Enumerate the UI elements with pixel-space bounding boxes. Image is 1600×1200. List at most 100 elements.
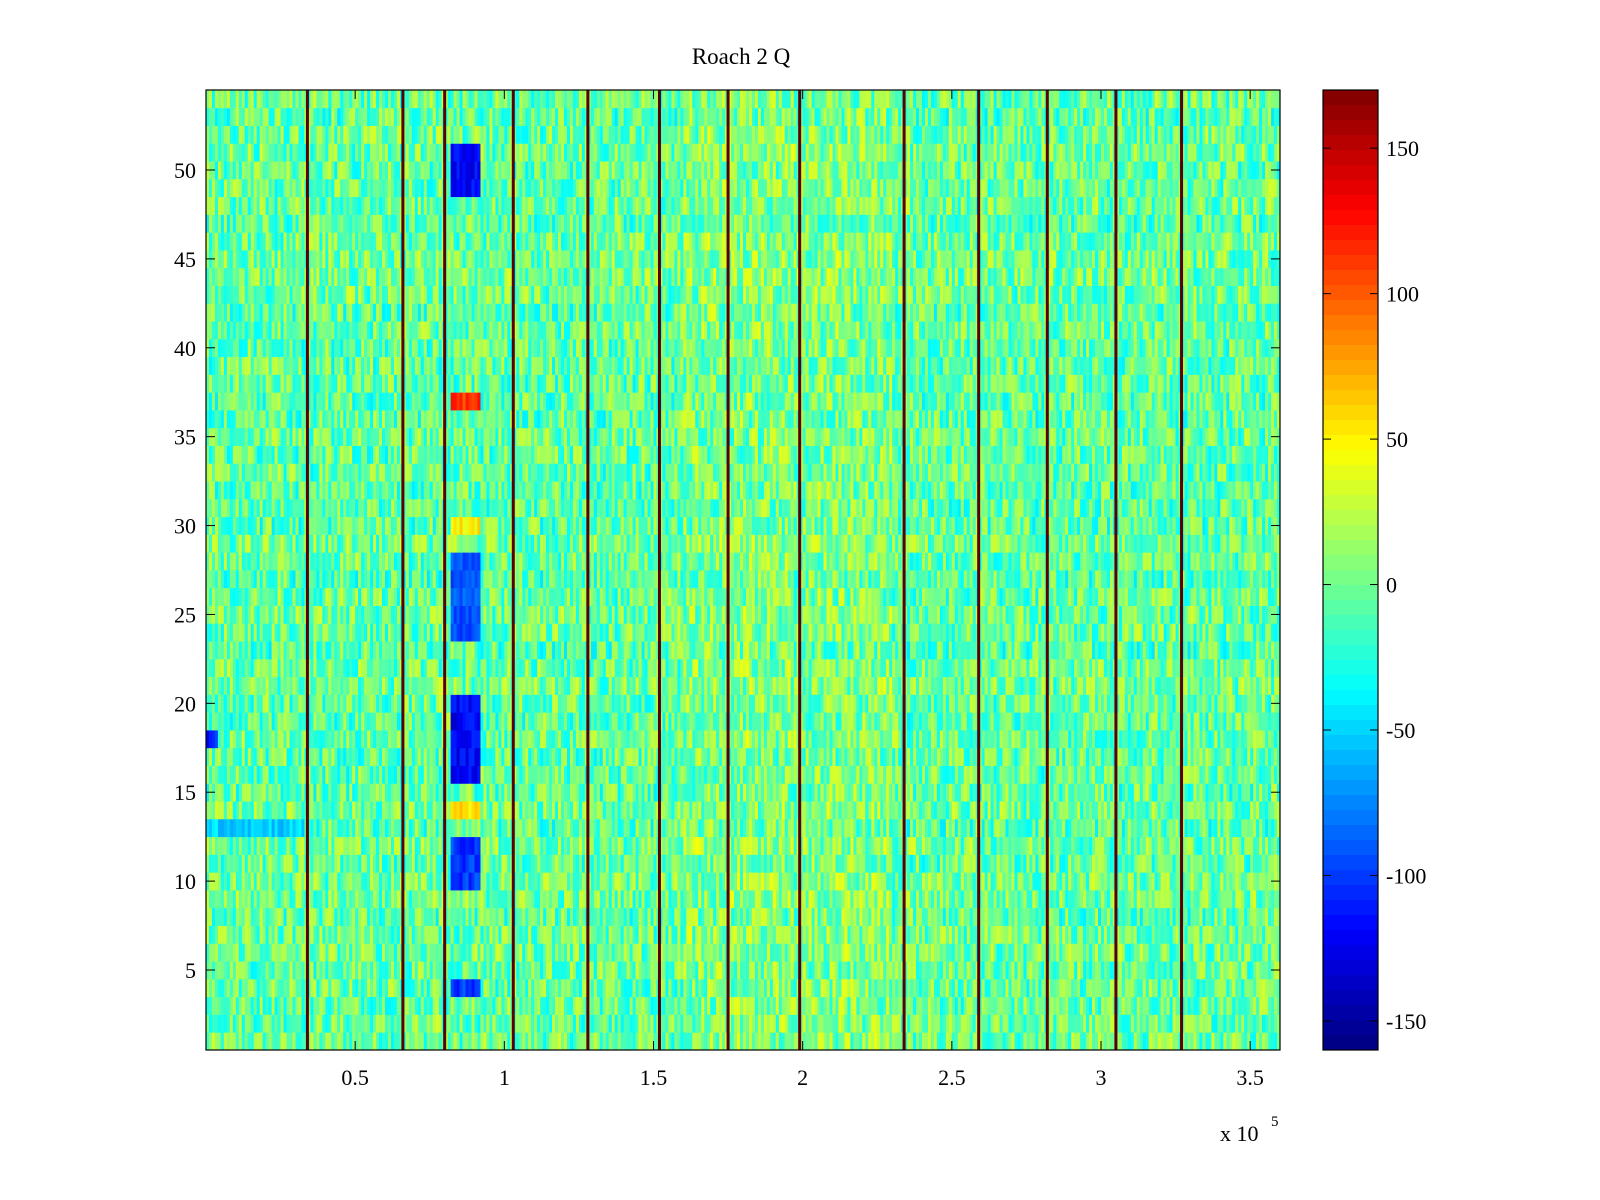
heatmap-cell [1026, 1032, 1030, 1051]
heatmap-cell [575, 818, 580, 838]
heatmap-cell [662, 872, 666, 891]
heatmap-cell [373, 801, 377, 820]
heatmap-cell [507, 854, 511, 873]
heatmap-cell [558, 961, 562, 980]
heatmap-cell [951, 854, 956, 873]
heatmap-cell [862, 1032, 866, 1051]
heatmap-cell [1145, 1014, 1150, 1033]
heatmap-cell [298, 818, 302, 838]
heatmap-cell [468, 836, 472, 855]
heatmap-cell [331, 978, 335, 998]
heatmap-cell [519, 907, 523, 926]
heatmap-cell [1074, 907, 1078, 926]
heatmap-cell [501, 943, 505, 962]
heatmap-cell [919, 1032, 923, 1051]
heatmap-cell [253, 943, 258, 962]
heatmap-cell [859, 872, 863, 891]
heatmap-cell [379, 872, 383, 891]
heatmap-cell [1274, 818, 1278, 838]
heatmap-cell [778, 943, 783, 962]
heatmap-cell [1020, 943, 1024, 962]
heatmap-cell [566, 836, 571, 855]
heatmap-cell [1053, 1032, 1057, 1051]
heatmap-cell [614, 836, 619, 855]
heatmap-cell [680, 836, 684, 855]
heatmap-cell [307, 1014, 311, 1033]
heatmap-cell [1109, 818, 1114, 838]
heatmap-cell [916, 961, 920, 980]
heatmap-cell [984, 961, 989, 980]
heatmap-cell [528, 836, 532, 855]
heatmap-cell [811, 818, 815, 838]
heatmap-cell [853, 1032, 857, 1051]
heatmap-cell [1017, 907, 1021, 926]
heatmap-cell [1226, 818, 1230, 838]
heatmap-cell [516, 996, 520, 1015]
heatmap-cell [364, 872, 368, 891]
heatmap-cell [543, 1032, 547, 1051]
heatmap-cell [379, 1014, 383, 1033]
heatmap-cell [924, 925, 929, 944]
heatmap-cell [268, 854, 273, 873]
heatmap-cell [316, 890, 320, 909]
heatmap-cell [471, 925, 475, 944]
heatmap-cell [498, 1014, 502, 1033]
heatmap-cell [1074, 818, 1078, 838]
heatmap-cell [877, 836, 881, 855]
heatmap-cell [596, 854, 601, 873]
heatmap-cell [1217, 1032, 1221, 1051]
heatmap-cell [1133, 978, 1138, 998]
heatmap-cell [364, 1032, 368, 1051]
heatmap-cell [232, 907, 237, 926]
heatmap-cell [1208, 996, 1212, 1015]
heatmap-cell [238, 943, 243, 962]
heatmap-cell [1014, 872, 1018, 891]
heatmap-cell [778, 1014, 783, 1033]
heatmap-cell [695, 978, 699, 998]
heatmap-cell [1035, 961, 1039, 980]
heatmap-cell [343, 943, 347, 962]
heatmap-cell [775, 996, 780, 1015]
heatmap-cell [411, 872, 416, 891]
heatmap-cell [483, 854, 487, 873]
heatmap-cell [435, 818, 440, 838]
heatmap-cell [450, 854, 455, 873]
heatmap-cell [1127, 1032, 1132, 1051]
heatmap-cell [292, 801, 296, 820]
heatmap-cell [787, 1014, 792, 1033]
heatmap-cell [689, 943, 693, 962]
heatmap-cell [387, 978, 392, 998]
heatmap-cell [826, 907, 830, 926]
heatmap-cell [265, 854, 270, 873]
heatmap-cell [802, 943, 807, 962]
heatmap-cell [686, 996, 690, 1015]
heatmap-cell [414, 978, 419, 998]
heatmap-cell [552, 978, 556, 998]
heatmap-cell [1008, 836, 1012, 855]
heatmap-cell [367, 943, 371, 962]
heatmap-cell [414, 907, 419, 926]
heatmap-cell [206, 1014, 210, 1033]
heatmap-cell [358, 872, 362, 891]
heatmap-cell [1253, 818, 1257, 838]
heatmap-cell [841, 836, 845, 855]
heatmap-cell [1041, 961, 1045, 980]
heatmap-cell [984, 943, 989, 962]
heatmap-cell [474, 978, 478, 998]
heatmap-cell [856, 1014, 860, 1033]
heatmap-cell [414, 1014, 419, 1033]
heatmap-cell [1277, 925, 1281, 944]
heatmap-cell [743, 907, 747, 926]
heatmap-cell [963, 890, 968, 909]
heatmap-cell [871, 943, 875, 962]
heatmap-cell [1157, 818, 1162, 838]
heatmap-cell [268, 961, 273, 980]
heatmap-cell [459, 925, 463, 944]
heatmap-cell [1238, 996, 1242, 1015]
heatmap-cell [274, 1014, 278, 1033]
heatmap-cell [566, 907, 571, 926]
heatmap-cell [277, 801, 281, 820]
heatmap-cell [826, 925, 830, 944]
heatmap-cell [498, 836, 502, 855]
heatmap-cell [874, 978, 878, 998]
